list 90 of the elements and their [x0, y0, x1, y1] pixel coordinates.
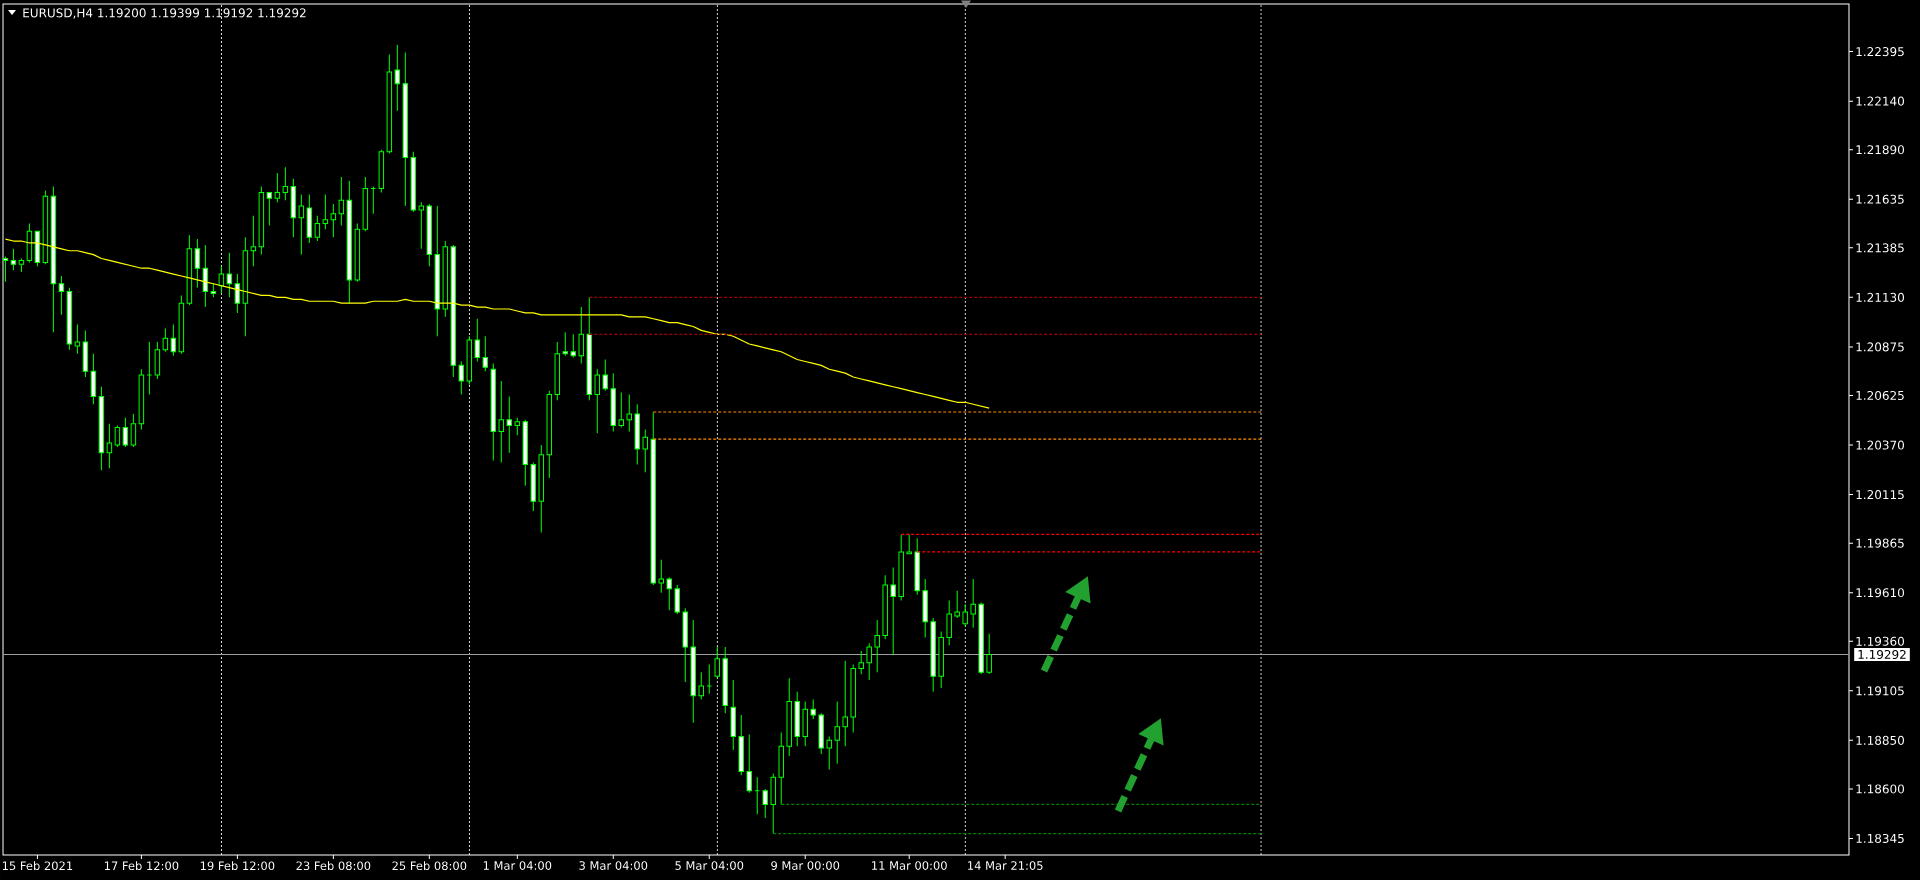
y-tick-label: 1.19865 — [1856, 538, 1904, 548]
candlestick — [602, 359, 609, 392]
y-tick-label: 1.19610 — [1856, 588, 1905, 598]
candlestick — [482, 335, 489, 372]
candlestick — [274, 172, 281, 203]
y-tick-label: 1.20875 — [1856, 342, 1904, 352]
x-tick-label: 19 Feb 12:00 — [200, 861, 275, 871]
y-tick-label: 1.21635 — [1856, 194, 1904, 204]
candlestick — [594, 368, 601, 434]
candlestick — [562, 331, 569, 357]
candlestick — [946, 599, 952, 646]
candlestick — [866, 642, 872, 681]
candlestick — [890, 566, 896, 656]
candlestick — [74, 324, 81, 355]
y-tick-label: 1.19105 — [1856, 686, 1904, 696]
candlestick — [746, 734, 752, 794]
candlestick — [986, 633, 992, 675]
candlestick — [458, 360, 465, 396]
x-tick-label: 3 Mar 04:00 — [579, 861, 648, 870]
y-tick-label: 1.18345 — [1856, 833, 1904, 844]
y-tick-label: 1.22140 — [1856, 96, 1905, 106]
y-tick-label: 1.20115 — [1856, 490, 1904, 500]
candlestick — [338, 176, 345, 226]
y-tick-label: 1.21385 — [1856, 243, 1904, 253]
candlestick — [106, 423, 113, 469]
x-tick-label: 17 Feb 12:00 — [104, 861, 179, 871]
candlestick — [506, 395, 513, 454]
y-tick-label: 1.21130 — [1856, 292, 1905, 302]
candlestick — [218, 265, 225, 294]
candlestick — [810, 699, 816, 720]
candlestick — [146, 341, 153, 396]
candlestick — [826, 735, 832, 770]
y-tick-label: 1.19360 — [1856, 636, 1905, 646]
candlestick — [842, 660, 848, 747]
candlestick — [666, 576, 672, 611]
x-tick-label: 9 Mar 00:00 — [771, 861, 840, 870]
candlestick — [618, 392, 625, 429]
candlestick — [642, 428, 648, 473]
candlestick — [58, 275, 65, 316]
candlestick — [578, 306, 585, 364]
x-tick-label: 23 Feb 08:00 — [296, 861, 371, 871]
candlestick — [674, 584, 680, 615]
ref-line-label: 1.19292 — [1858, 649, 1906, 660]
y-tick-label: 1.20370 — [1856, 440, 1905, 450]
candlestick — [130, 413, 137, 448]
candlestick — [226, 252, 233, 298]
candlestick — [10, 248, 17, 271]
candlestick — [234, 273, 241, 314]
candlestick — [962, 603, 968, 627]
x-tick-label: 25 Feb 08:00 — [392, 861, 467, 871]
candlestick — [266, 191, 273, 226]
y-tick-label: 1.18850 — [1856, 735, 1905, 745]
candlestick — [418, 201, 425, 250]
candlestick — [122, 417, 129, 448]
candlestick — [954, 590, 960, 619]
candlestick — [170, 324, 177, 357]
y-tick-label: 1.21890 — [1856, 145, 1905, 155]
candlestick — [282, 166, 289, 201]
candlestick — [330, 203, 337, 238]
x-tick-label: 15 Feb 2021 — [2, 861, 73, 871]
candlestick — [874, 619, 880, 673]
chart-title: EURUSD,H4 1.19200 1.19399 1.19192 1.19292 — [23, 8, 306, 19]
candlestick — [498, 380, 505, 464]
candlestick — [698, 671, 704, 701]
candlestick — [394, 44, 401, 112]
y-tick-label: 1.22395 — [1856, 47, 1904, 57]
candlestick — [162, 327, 169, 353]
x-tick-label: 5 Mar 04:00 — [675, 861, 744, 870]
y-tick-label: 1.20625 — [1856, 390, 1904, 401]
candlestick — [202, 244, 209, 308]
y-tick-label: 1.18600 — [1856, 784, 1905, 794]
candlestick — [298, 193, 305, 256]
candlestick — [714, 646, 720, 679]
candlestick — [250, 215, 257, 267]
candlestick — [906, 533, 912, 555]
candlestick — [658, 559, 664, 594]
candlestick — [762, 788, 768, 819]
candlestick — [570, 333, 577, 359]
x-tick-label: 1 Mar 04:00 — [483, 861, 552, 870]
candlestick — [970, 578, 976, 629]
candlestick — [314, 215, 321, 242]
x-tick-label: 14 Mar 21:05 — [968, 861, 1043, 870]
candlestick — [834, 700, 840, 765]
candlestick — [626, 394, 633, 432]
x-tick-label: 11 Mar 00:00 — [872, 861, 947, 870]
candlestick — [194, 238, 201, 289]
candlestick — [858, 650, 864, 675]
candlestick — [114, 425, 121, 448]
candlestick — [322, 193, 329, 230]
candlestick — [474, 318, 481, 362]
